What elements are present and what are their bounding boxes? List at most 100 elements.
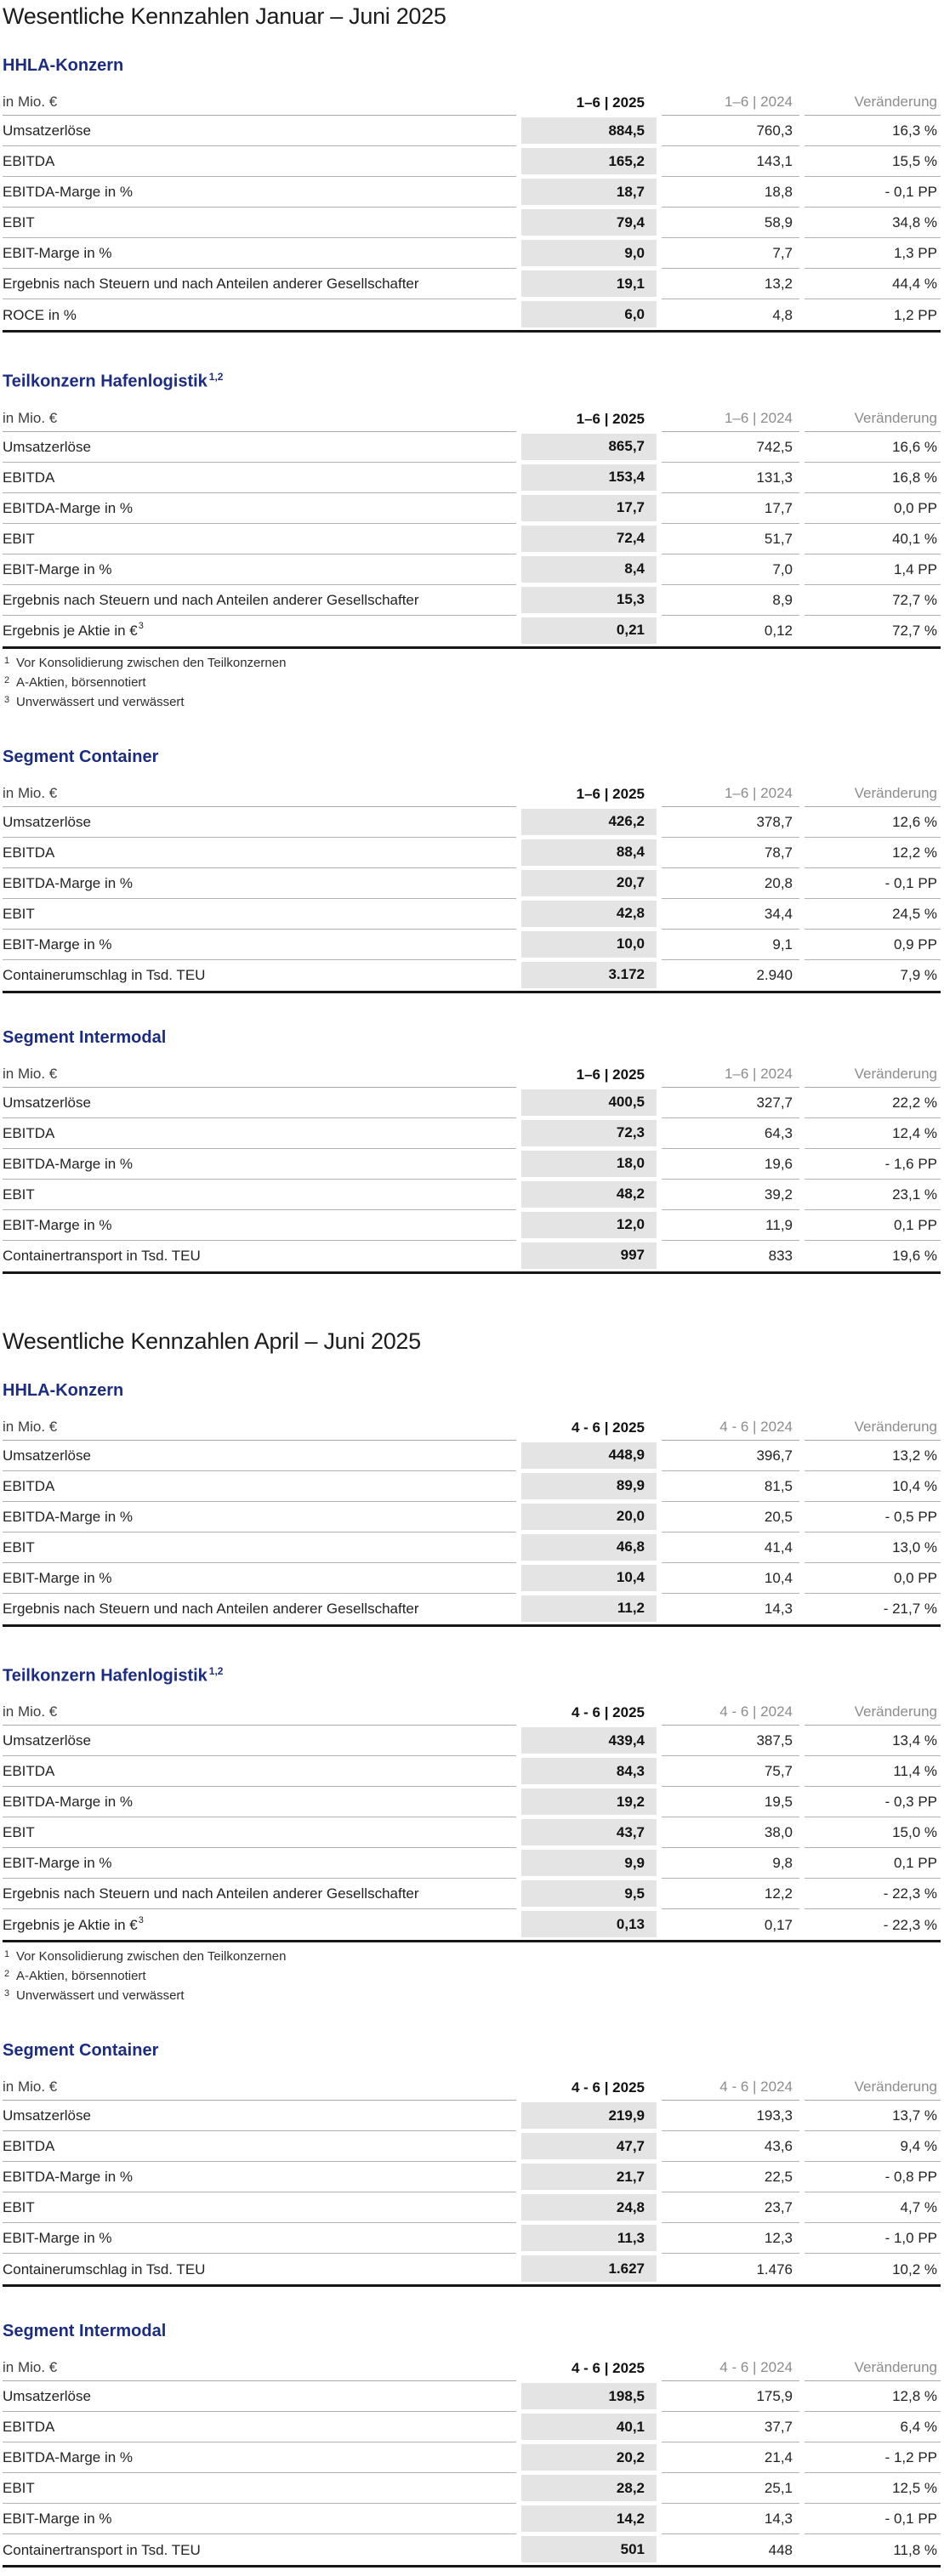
table-header-row: in Mio. € 4 - 6 | 2025 4 - 6 | 2024 Verä… bbox=[3, 2349, 941, 2382]
metric-label: Containertransport in Tsd. TEU bbox=[3, 2534, 516, 2565]
column-header-prior-period: 1–6 | 2024 bbox=[662, 1055, 799, 1088]
footnote-text: Vor Konsolidierung zwischen den Teilkonz… bbox=[16, 1949, 287, 1965]
column-header-change: Veränderung bbox=[805, 1408, 941, 1441]
value-current-period: 884,5 bbox=[521, 117, 657, 144]
value-current-period: 15,3 bbox=[521, 586, 657, 613]
value-current-period: 865,7 bbox=[521, 433, 657, 460]
table-heading: Segment Container bbox=[3, 747, 941, 767]
metric-label-text: EBIT bbox=[3, 214, 35, 230]
metric-label-text: Umsatzerlöse bbox=[3, 1447, 91, 1464]
value-current-period: 20,0 bbox=[521, 1503, 657, 1530]
metric-label: Umsatzerlöse bbox=[3, 1726, 516, 1757]
metric-label: EBITDA bbox=[3, 1471, 516, 1502]
kpi-table: in Mio. € 4 - 6 | 2025 4 - 6 | 2024 Verä… bbox=[3, 2349, 941, 2568]
section-title: Wesentliche Kennzahlen April – Juni 2025 bbox=[3, 1328, 421, 1354]
table-row: Umsatzerlöse 219,9 193,3 13,7 % bbox=[3, 2101, 941, 2132]
metric-label-text: EBITDA bbox=[3, 844, 55, 861]
value-change: 6,4 % bbox=[805, 2412, 941, 2443]
value-change: 0,1 PP bbox=[805, 1848, 941, 1879]
metric-label: EBITDA bbox=[3, 463, 516, 493]
column-header-change: Veränderung bbox=[805, 2349, 941, 2382]
value-prior-period: 19,5 bbox=[662, 1787, 799, 1818]
value-prior-period: 396,7 bbox=[662, 1441, 799, 1471]
value-prior-period: 75,7 bbox=[662, 1756, 799, 1788]
table-body: Umsatzerlöse 884,5 760,3 16,3 % EBITDA 1… bbox=[3, 116, 941, 333]
footnote-line: 2 A-Aktien, börsennotiert bbox=[3, 1967, 941, 1987]
table-row: EBIT 24,8 23,7 4,7 % bbox=[3, 2192, 941, 2224]
table-row: Ergebnis nach Steuern und nach Anteilen … bbox=[3, 269, 941, 299]
value-prior-period: 41,4 bbox=[662, 1533, 799, 1563]
metric-label: EBIT-Marge in % bbox=[3, 238, 516, 269]
footnote-line: 3 Unverwässert und verwässert bbox=[3, 693, 941, 713]
value-prior-period: 14,3 bbox=[764, 1601, 793, 1618]
value-prior-period: 14,3 bbox=[662, 2504, 799, 2535]
metric-label: EBIT-Marge in % bbox=[3, 930, 516, 960]
value-current-period: 0,21 bbox=[521, 617, 657, 644]
value-prior-period: 39,2 bbox=[662, 1180, 799, 1210]
value-prior-period: 8,9 bbox=[662, 585, 799, 616]
value-change: 12,6 % bbox=[805, 807, 941, 838]
value-change: 16,3 % bbox=[805, 116, 941, 146]
value-prior-period: 12,3 bbox=[662, 2223, 799, 2255]
kpi-table-block: Teilkonzern Hafenlogistik 1,2 in Mio. € 1… bbox=[3, 367, 941, 713]
metric-label: EBITDA-Marge in % bbox=[3, 1502, 516, 1533]
metric-label-text: EBIT bbox=[3, 1824, 35, 1841]
value-change: 11,8 % bbox=[893, 2541, 937, 2558]
value-change: 9,4 % bbox=[805, 2131, 941, 2163]
table-row: Ergebnis je Aktie in €3 0,13 0,17 - 22,3… bbox=[3, 1909, 941, 1940]
table-header-row: in Mio. € 1–6 | 2025 1–6 | 2024 Veränder… bbox=[3, 1055, 941, 1088]
value-prior-period: 327,7 bbox=[662, 1088, 799, 1118]
column-header-change: Veränderung bbox=[805, 775, 941, 807]
table-header-row: in Mio. € 4 - 6 | 2025 4 - 6 | 2024 Verä… bbox=[3, 2068, 941, 2101]
metric-label: EBITDA bbox=[3, 2131, 516, 2163]
table-heading-text: Teilkonzern Hafenlogistik bbox=[3, 1666, 208, 1686]
metric-label: EBIT bbox=[3, 2192, 516, 2224]
metric-label-text: Ergebnis nach Steuern und nach Anteilen … bbox=[3, 1885, 419, 1902]
kpi-table: in Mio. € 4 - 6 | 2025 4 - 6 | 2024 Verä… bbox=[3, 1408, 941, 1627]
table-body: Umsatzerlöse 865,7 742,5 16,6 % EBITDA 1… bbox=[3, 432, 941, 649]
metric-label: Umsatzerlöse bbox=[3, 2381, 516, 2413]
metric-label-text: EBITDA-Marge in % bbox=[3, 184, 134, 200]
value-change: - 0,5 PP bbox=[805, 1502, 941, 1533]
metric-label-text: Containertransport in Tsd. TEU bbox=[3, 2541, 201, 2558]
metric-label: EBIT-Marge in % bbox=[3, 554, 516, 585]
value-change: - 0,3 PP bbox=[805, 1787, 941, 1818]
table-row: EBITDA-Marge in % 19,2 19,5 - 0,3 PP bbox=[3, 1787, 941, 1818]
value-change: 34,8 % bbox=[805, 208, 941, 238]
column-header-prior-period: 4 - 6 | 2024 bbox=[662, 1693, 799, 1726]
metric-label: EBIT-Marge in % bbox=[3, 2223, 516, 2255]
table-heading-footnote-marker: 1,2 bbox=[208, 371, 224, 383]
metric-label: EBIT bbox=[3, 2473, 516, 2505]
metric-label-text: EBITDA bbox=[3, 469, 55, 486]
kpi-table: in Mio. € 1–6 | 2025 1–6 | 2024 Veränder… bbox=[3, 775, 941, 993]
metric-label: EBITDA-Marge in % bbox=[3, 493, 516, 524]
metric-label-text: EBITDA-Marge in % bbox=[3, 2169, 134, 2186]
value-prior-period: 23,7 bbox=[662, 2192, 799, 2224]
value-prior-period: 22,5 bbox=[662, 2162, 799, 2193]
footnote-line: 3 Unverwässert und verwässert bbox=[3, 1987, 941, 2006]
table-row: EBIT 46,8 41,4 13,0 % bbox=[3, 1533, 941, 1563]
table-row: EBIT-Marge in % 8,4 7,0 1,4 PP bbox=[3, 554, 941, 585]
value-change: 13,4 % bbox=[805, 1726, 941, 1757]
column-header-current-period: 4 - 6 | 2025 bbox=[571, 2079, 645, 2096]
metric-label: EBIT bbox=[3, 208, 516, 238]
value-current-period: 153,4 bbox=[521, 463, 657, 491]
table-body: Umsatzerlöse 426,2 378,7 12,6 % EBITDA 8… bbox=[3, 807, 941, 993]
value-prior-period: 18,8 bbox=[662, 177, 799, 208]
metric-label-text: EBIT bbox=[3, 530, 35, 547]
metric-label: EBIT bbox=[3, 899, 516, 930]
column-header-prior-period: 4 - 6 | 2024 bbox=[662, 1408, 799, 1441]
value-prior-period: 11,9 bbox=[662, 1210, 799, 1241]
value-change: 4,7 % bbox=[805, 2192, 941, 2224]
column-header-unit: in Mio. € bbox=[3, 83, 516, 116]
metric-label-text: Umsatzerlöse bbox=[3, 2107, 91, 2124]
value-current-period: 40,1 bbox=[521, 2414, 657, 2441]
column-header-current-period: 1–6 | 2025 bbox=[576, 94, 645, 111]
table-heading: HHLA-Konzern bbox=[3, 1380, 941, 1401]
value-prior-period: 131,3 bbox=[662, 463, 799, 493]
value-prior-period: 51,7 bbox=[662, 524, 799, 554]
value-prior-period: 58,9 bbox=[662, 208, 799, 238]
table-header-row: in Mio. € 4 - 6 | 2025 4 - 6 | 2024 Verä… bbox=[3, 1408, 941, 1441]
footnote-line: 2 A-Aktien, börsennotiert bbox=[3, 674, 941, 693]
metric-label-text: EBITDA-Marge in % bbox=[3, 1508, 134, 1525]
